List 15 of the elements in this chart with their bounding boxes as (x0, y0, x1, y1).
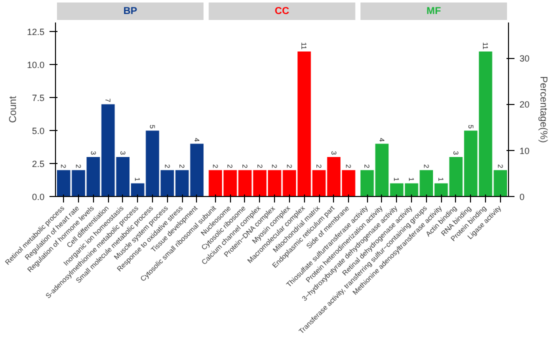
y-tick-label: 2.5 (32, 159, 45, 170)
y-tick-label: 10.0 (26, 60, 45, 70)
text: CC (274, 6, 290, 17)
text: MF (426, 6, 441, 17)
y2-tick-label: 20 (520, 100, 530, 110)
y2-axis-title: Percentage(%) (538, 76, 549, 143)
y2-tick-label: 30 (520, 54, 530, 64)
y-axis-title: Count (8, 96, 19, 123)
y-tick-label: 12.5 (26, 27, 45, 38)
y-tick-label: 5.0 (32, 126, 45, 136)
text: BP (123, 6, 138, 17)
y-tick-label: 0.0 (32, 192, 45, 202)
y-tick-label: 7.5 (32, 93, 45, 104)
y2-tick-label: 10 (520, 146, 530, 156)
y2-tick-label: 0 (520, 192, 525, 202)
